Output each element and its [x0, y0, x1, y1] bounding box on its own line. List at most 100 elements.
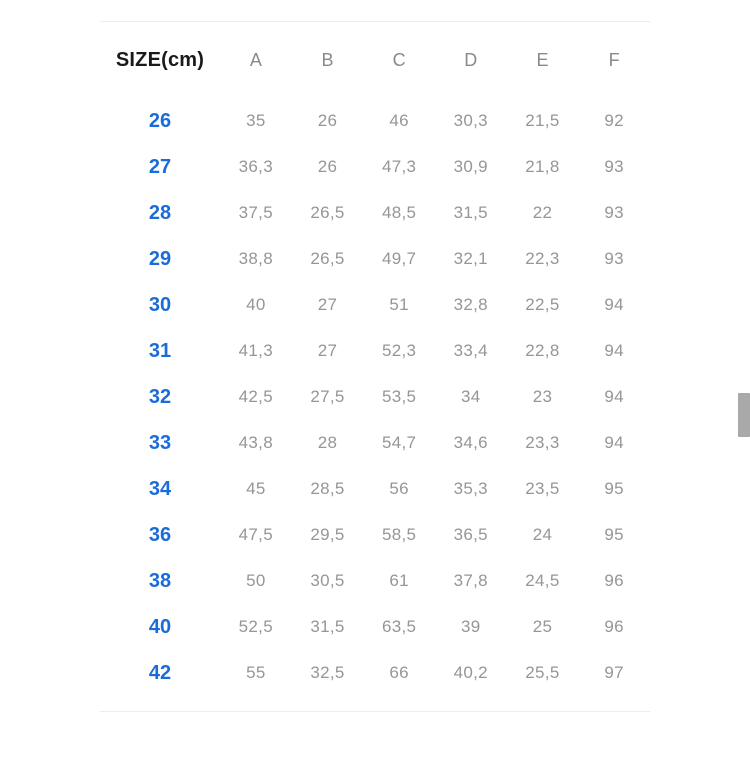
- value-cell: 39: [461, 617, 481, 636]
- column-header-c: C: [392, 49, 406, 70]
- value-cell: 93: [604, 203, 624, 222]
- column-header-b: B: [321, 49, 334, 70]
- size-cell: 40: [148, 615, 172, 638]
- size-cell: 27: [148, 155, 172, 178]
- value-cell: 23: [532, 387, 553, 406]
- value-cell: 37,5: [238, 203, 273, 222]
- value-cell: 22: [532, 203, 553, 222]
- value-cell: 24: [532, 525, 553, 544]
- value-cell: 32,8: [453, 295, 488, 314]
- value-cell: 96: [604, 571, 624, 590]
- value-cell: 31,5: [453, 203, 488, 222]
- value-cell: 63,5: [381, 617, 417, 636]
- value-cell: 22,5: [525, 295, 560, 314]
- size-cell: 38: [148, 569, 172, 592]
- value-cell: 52,3: [381, 341, 417, 360]
- value-cell: 32,5: [310, 663, 345, 682]
- value-cell: 95: [604, 479, 624, 498]
- column-header-a: A: [249, 49, 262, 70]
- size-cell: 33: [148, 431, 172, 454]
- value-cell: 30,5: [310, 571, 345, 590]
- size-cell: 26: [148, 109, 172, 132]
- size-chart-panel: SIZE(cm) A B C D E F 26 35 26 46 30,3 21…: [100, 21, 650, 712]
- size-cell: 31: [148, 339, 172, 362]
- value-cell: 22,8: [525, 341, 560, 360]
- value-cell: 96: [604, 617, 624, 636]
- value-cell: 25,5: [525, 663, 560, 682]
- table-row: 32 42,5 27,5 53,5 34 23 94: [100, 374, 650, 420]
- value-cell: 27: [317, 341, 338, 360]
- value-cell: 32,1: [453, 249, 488, 268]
- value-cell: 40,2: [453, 663, 488, 682]
- value-cell: 94: [604, 387, 624, 406]
- table-row: 31 41,3 27 52,3 33,4 22,8 94: [100, 328, 650, 374]
- size-cell: 34: [148, 477, 172, 500]
- value-cell: 41,3: [238, 341, 273, 360]
- table-row: 40 52,5 31,5 63,5 39 25 96: [100, 604, 650, 650]
- column-header-size: SIZE(cm): [115, 48, 205, 71]
- value-cell: 23,5: [525, 479, 560, 498]
- value-cell: 56: [389, 479, 409, 498]
- table-row: 34 45 28,5 56 35,3 23,5 95: [100, 466, 650, 512]
- value-cell: 47,3: [381, 157, 417, 176]
- value-cell: 58,5: [381, 525, 417, 544]
- value-cell: 29,5: [310, 525, 345, 544]
- value-cell: 46: [389, 111, 409, 130]
- value-cell: 26: [317, 111, 338, 130]
- value-cell: 93: [604, 157, 624, 176]
- scrollbar-thumb[interactable]: [738, 393, 750, 437]
- value-cell: 27: [317, 295, 338, 314]
- value-cell: 94: [604, 295, 624, 314]
- column-header-e: E: [536, 49, 549, 70]
- value-cell: 50: [246, 571, 266, 590]
- value-cell: 93: [604, 249, 624, 268]
- value-cell: 92: [604, 111, 624, 130]
- size-cell: 30: [148, 293, 172, 316]
- table-row: 36 47,5 29,5 58,5 36,5 24 95: [100, 512, 650, 558]
- table-row: 42 55 32,5 66 40,2 25,5 97: [100, 650, 650, 696]
- value-cell: 28: [317, 433, 338, 452]
- table-row: 27 36,3 26 47,3 30,9 21,8 93: [100, 144, 650, 190]
- value-cell: 36,5: [453, 525, 488, 544]
- value-cell: 23,3: [525, 433, 560, 452]
- size-cell: 28: [148, 201, 172, 224]
- value-cell: 26,5: [310, 203, 345, 222]
- value-cell: 97: [604, 663, 624, 682]
- value-cell: 26: [317, 157, 338, 176]
- value-cell: 24,5: [525, 571, 560, 590]
- value-cell: 66: [389, 663, 409, 682]
- table-row: 38 50 30,5 61 37,8 24,5 96: [100, 558, 650, 604]
- value-cell: 27,5: [310, 387, 345, 406]
- value-cell: 25: [532, 617, 553, 636]
- column-header-f: F: [608, 49, 620, 70]
- value-cell: 35,3: [453, 479, 488, 498]
- value-cell: 43,8: [238, 433, 273, 452]
- value-cell: 61: [389, 571, 409, 590]
- value-cell: 21,8: [525, 157, 560, 176]
- value-cell: 33,4: [453, 341, 488, 360]
- value-cell: 28,5: [310, 479, 345, 498]
- size-cell: 29: [148, 247, 172, 270]
- value-cell: 94: [604, 341, 624, 360]
- value-cell: 22,3: [525, 249, 560, 268]
- value-cell: 31,5: [310, 617, 345, 636]
- size-cell: 32: [148, 385, 172, 408]
- value-cell: 26,5: [310, 249, 345, 268]
- value-cell: 95: [604, 525, 624, 544]
- header-row: SIZE(cm) A B C D E F: [100, 22, 650, 98]
- table-row: 28 37,5 26,5 48,5 31,5 22 93: [100, 190, 650, 236]
- value-cell: 52,5: [238, 617, 273, 636]
- value-cell: 42,5: [238, 387, 273, 406]
- value-cell: 47,5: [238, 525, 273, 544]
- column-header-d: D: [464, 49, 478, 70]
- table-row: 33 43,8 28 54,7 34,6 23,3 94: [100, 420, 650, 466]
- value-cell: 35: [246, 111, 266, 130]
- value-cell: 48,5: [381, 203, 417, 222]
- value-cell: 55: [246, 663, 266, 682]
- value-cell: 53,5: [381, 387, 417, 406]
- value-cell: 40: [246, 295, 266, 314]
- value-cell: 34,6: [453, 433, 488, 452]
- value-cell: 94: [604, 433, 624, 452]
- size-cell: 42: [148, 661, 172, 684]
- value-cell: 37,8: [453, 571, 488, 590]
